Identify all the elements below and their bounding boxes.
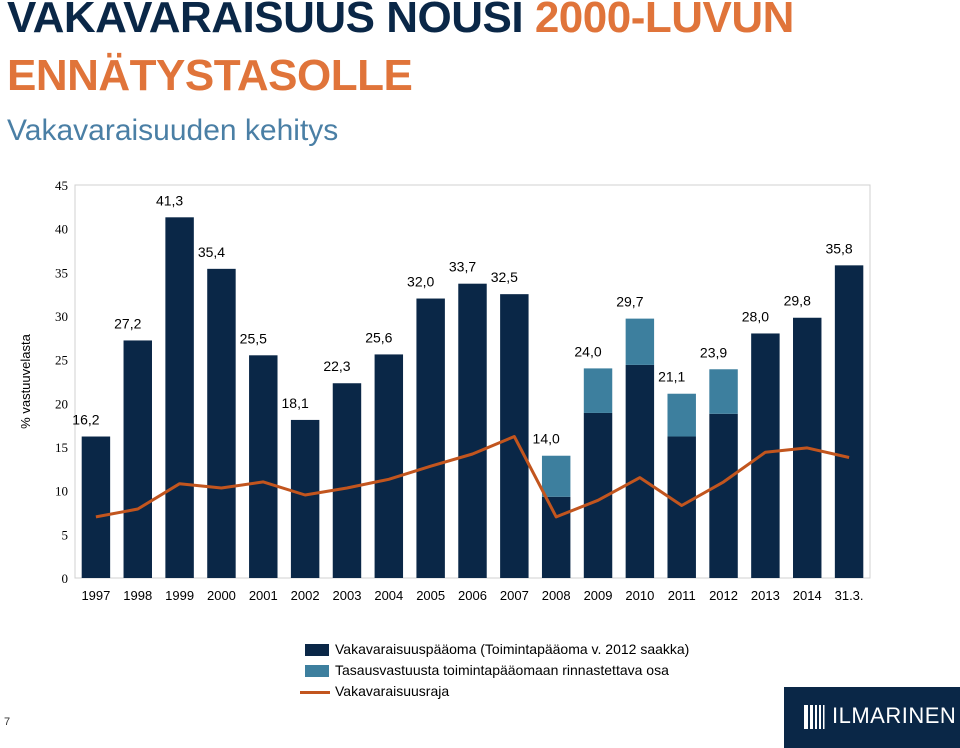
x-tick-label: 2003 bbox=[333, 588, 362, 603]
title-part-2: 2000-LUVUN bbox=[534, 0, 795, 42]
data-label: 41,3 bbox=[156, 192, 183, 208]
data-label: 18,1 bbox=[282, 395, 309, 411]
data-label: 29,7 bbox=[616, 294, 643, 310]
legend-swatch-base bbox=[305, 644, 329, 656]
bar-equalization bbox=[583, 368, 613, 413]
data-label: 32,5 bbox=[491, 269, 518, 285]
bar-base bbox=[290, 419, 320, 578]
data-label: 27,2 bbox=[114, 315, 141, 331]
bar-base bbox=[81, 436, 111, 578]
legend-label-base: Vakavaraisuuspääoma (Toimintapääoma v. 2… bbox=[335, 641, 690, 657]
y-tick-label: 15 bbox=[55, 440, 68, 455]
bar-base bbox=[751, 333, 780, 578]
data-label: 22,3 bbox=[323, 358, 350, 374]
x-tick-label: 1998 bbox=[123, 588, 152, 603]
x-tick-label: 2010 bbox=[625, 588, 654, 603]
bar-base bbox=[709, 413, 738, 578]
legend-label-equalization: Tasausvastuusta toimintapääomaan rinnast… bbox=[335, 662, 669, 678]
y-tick-label: 20 bbox=[55, 396, 68, 411]
data-label: 25,6 bbox=[365, 329, 392, 345]
data-label: 14,0 bbox=[533, 431, 560, 447]
page-number: 7 bbox=[4, 716, 11, 728]
data-label: 29,8 bbox=[784, 293, 811, 309]
x-tick-label: 1997 bbox=[81, 588, 110, 603]
bar-base bbox=[123, 340, 152, 578]
ilmarinen-logo: ILMARINEN bbox=[784, 687, 960, 748]
page-title: VAKAVARAISUUS NOUSI 2000-LUVUN bbox=[7, 0, 794, 42]
y-axis-title: % vastuuvelasta bbox=[18, 333, 33, 428]
x-tick-label: 2004 bbox=[374, 588, 403, 603]
bar-base bbox=[249, 355, 278, 578]
bar-base bbox=[541, 496, 571, 578]
x-tick-label: 2001 bbox=[249, 588, 278, 603]
x-tick-label: 1999 bbox=[165, 588, 194, 603]
data-label: 25,5 bbox=[240, 330, 267, 346]
page-title-line-2: ENNÄTYSTASOLLE bbox=[7, 51, 413, 100]
bar-base bbox=[667, 436, 696, 578]
x-tick-label: 2007 bbox=[500, 588, 529, 603]
bar-equalization bbox=[667, 393, 696, 437]
x-tick-label: 31.3. bbox=[835, 588, 864, 603]
series-line-limit bbox=[95, 435, 850, 519]
y-tick-label: 30 bbox=[55, 309, 68, 324]
y-tick-label: 45 bbox=[55, 178, 68, 193]
bar-base bbox=[165, 217, 194, 578]
data-label: 33,7 bbox=[449, 259, 476, 275]
legend-swatch-limit bbox=[300, 691, 330, 694]
x-tick-label: 2002 bbox=[291, 588, 320, 603]
data-label: 35,8 bbox=[825, 240, 852, 256]
x-tick-label: 2005 bbox=[416, 588, 445, 603]
logo-text: ILMARINEN bbox=[832, 703, 957, 728]
x-tick-label: 2008 bbox=[542, 588, 571, 603]
data-label: 35,4 bbox=[198, 244, 225, 260]
x-tick-label: 2011 bbox=[668, 588, 696, 603]
bar-base bbox=[207, 268, 236, 578]
bar-base bbox=[458, 283, 487, 578]
bar-equalization bbox=[541, 455, 571, 497]
y-tick-label: 5 bbox=[62, 527, 69, 542]
x-tick-label: 2013 bbox=[751, 588, 780, 603]
x-tick-label: 2014 bbox=[793, 588, 822, 603]
x-tick-label: 2006 bbox=[458, 588, 487, 603]
y-tick-label: 10 bbox=[55, 484, 68, 499]
x-tick-label: 2009 bbox=[584, 588, 613, 603]
title-part-1: VAKAVARAISUUS NOUSI bbox=[7, 0, 535, 42]
chart-subtitle: Vakavaraisuuden kehitys bbox=[7, 114, 339, 147]
bar-base bbox=[625, 364, 655, 578]
bar-equalization bbox=[709, 369, 738, 414]
legend-swatch-equalization bbox=[305, 665, 329, 677]
bar-base bbox=[834, 265, 864, 578]
y-tick-label: 40 bbox=[55, 222, 68, 237]
data-label: 32,0 bbox=[407, 274, 434, 290]
y-tick-label: 35 bbox=[55, 265, 68, 280]
bar-base bbox=[416, 298, 445, 578]
y-tick-label: 0 bbox=[62, 571, 69, 586]
solvency-chart: % vastuuvelasta 0 5 10 15 20 25 30 35 40 45 16,2 27,… bbox=[18, 178, 871, 603]
legend-label-limit: Vakavaraisuusraja bbox=[335, 683, 450, 699]
bar-base bbox=[374, 354, 404, 578]
data-label: 16,2 bbox=[72, 412, 99, 428]
bar-base bbox=[332, 383, 362, 578]
data-label: 28,0 bbox=[742, 308, 769, 324]
bar-equalization bbox=[625, 318, 655, 365]
logo-mark-icon bbox=[804, 705, 825, 729]
y-tick-label: 25 bbox=[55, 353, 68, 368]
x-tick-label: 2000 bbox=[207, 588, 236, 603]
data-label: 23,9 bbox=[700, 344, 727, 360]
data-label: 21,1 bbox=[658, 369, 685, 385]
data-label: 24,0 bbox=[574, 343, 601, 359]
x-tick-label: 2012 bbox=[709, 588, 738, 603]
